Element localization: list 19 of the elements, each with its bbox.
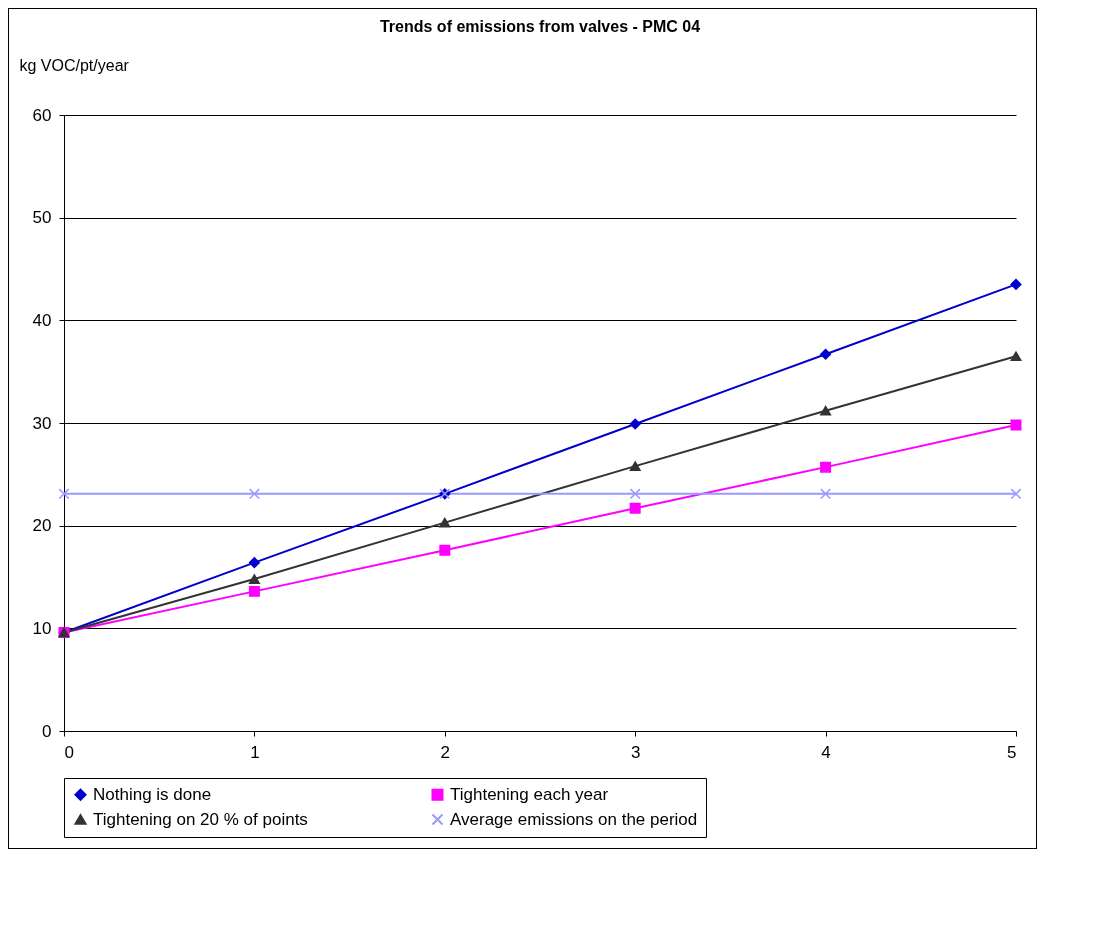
y-tick-label: 0 [42,721,52,741]
x-tick-label: 3 [630,742,641,762]
y-tick-label: 40 [32,310,52,330]
y-axis-title: kg VOC/pt/year [19,56,130,74]
y-tick-label: 60 [32,105,52,125]
y-tick-label: 10 [32,618,52,638]
x-tick-label: 5 [1007,742,1017,762]
x-tick-label: 1 [250,742,260,762]
y-tick-label: 20 [32,516,52,536]
y-tick-label: 30 [32,413,52,433]
x-tick-label: 2 [440,742,451,762]
legend-label: Nothing is done [93,784,212,804]
legend-label: Tightening each year [450,784,609,804]
legend-label: Average emissions on the period [450,809,698,829]
x-tick-label: 4 [821,742,831,762]
legend-label: Tightening on 20 % of points [93,809,308,829]
chart-title: Trends of emissions from valves - PMC 04 [379,18,701,35]
x-tick-label: 0 [64,742,74,762]
y-tick-label: 50 [32,208,52,228]
